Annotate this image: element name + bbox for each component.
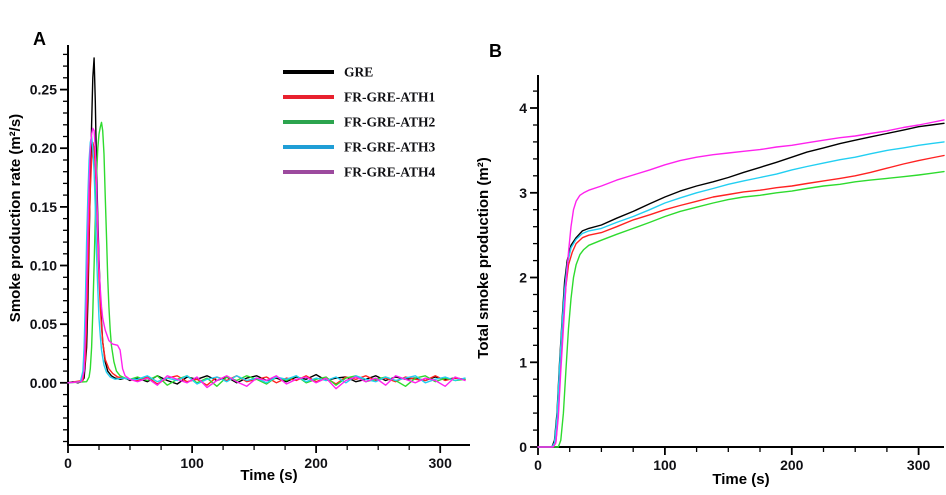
panel-a: 0 100 200 300 0.00 0.05 0.10 0.15 0.20 0.25 GRE FR-… bbox=[7, 29, 470, 484]
series-line-fr-gre-ath4 bbox=[537, 119, 945, 448]
y-tick-label: 0.10 bbox=[30, 258, 57, 274]
legend-item-fr-gre-ath2: FR-GRE-ATH2 bbox=[283, 115, 435, 130]
legend-label: FR-GRE-ATH4 bbox=[344, 165, 435, 180]
y-tick-label: 0.25 bbox=[30, 82, 57, 98]
y-tick-label: 0.00 bbox=[30, 375, 57, 391]
legend-label: GRE bbox=[344, 65, 373, 80]
x-tick-label: 200 bbox=[780, 457, 804, 473]
series-line-gre bbox=[537, 122, 945, 448]
x-tick-label: 0 bbox=[64, 455, 72, 471]
panel-a-y-axis-title: Smoke production rate (m²/s) bbox=[7, 113, 24, 323]
y-tick-label: 2 bbox=[519, 270, 527, 286]
series-line-gre bbox=[67, 57, 466, 385]
panel-a-plot: 0 100 200 300 0.00 0.05 0.10 0.15 0.20 0.25 GRE FR-… bbox=[30, 45, 470, 471]
x-tick-label: 300 bbox=[907, 457, 931, 473]
x-tick-label: 200 bbox=[304, 455, 328, 471]
series-line-fr-gre-ath2 bbox=[67, 121, 466, 387]
panel-b-letter: B bbox=[489, 41, 502, 61]
y-tick-label: 1 bbox=[519, 354, 527, 370]
legend-label: FR-GRE-ATH3 bbox=[344, 140, 435, 155]
y-tick-label: 4 bbox=[519, 100, 527, 116]
x-tick-label: 300 bbox=[429, 455, 453, 471]
series-line-fr-gre-ath2 bbox=[537, 170, 945, 448]
legend-item-fr-gre-ath4: FR-GRE-ATH4 bbox=[283, 165, 435, 180]
panel-b: 0 100 200 300 0 1 2 3 4 B Total smoke production… bbox=[473, 0, 946, 495]
panel-a-letter: A bbox=[33, 29, 46, 49]
panel-b-x-axis-title: Time (s) bbox=[712, 471, 770, 488]
panel-b-y-axis-title: Total smoke production (m²) bbox=[475, 157, 492, 359]
legend-item-gre: GRE bbox=[283, 65, 373, 80]
x-tick-label: 100 bbox=[653, 457, 677, 473]
y-tick-label: 0.20 bbox=[30, 140, 57, 156]
y-tick-label: 0.15 bbox=[30, 199, 57, 215]
y-tick-label: 0 bbox=[519, 439, 527, 455]
series-line-fr-gre-ath3 bbox=[537, 141, 945, 448]
legend-label: FR-GRE-ATH1 bbox=[344, 90, 435, 105]
panel-a-x-axis-title: Time (s) bbox=[240, 467, 298, 484]
panel-b-plot: 0 100 200 300 0 1 2 3 4 bbox=[519, 75, 945, 473]
legend-item-fr-gre-ath3: FR-GRE-ATH3 bbox=[283, 140, 435, 155]
legend-item-fr-gre-ath1: FR-GRE-ATH1 bbox=[283, 90, 435, 105]
series-line-fr-gre-ath4 bbox=[67, 127, 466, 390]
x-tick-label: 100 bbox=[180, 455, 204, 471]
legend-label: FR-GRE-ATH2 bbox=[344, 115, 435, 130]
series-line-fr-gre-ath1 bbox=[537, 154, 945, 448]
x-tick-label: 0 bbox=[534, 457, 542, 473]
y-tick-label: 3 bbox=[519, 185, 527, 201]
y-tick-label: 0.05 bbox=[30, 316, 57, 332]
